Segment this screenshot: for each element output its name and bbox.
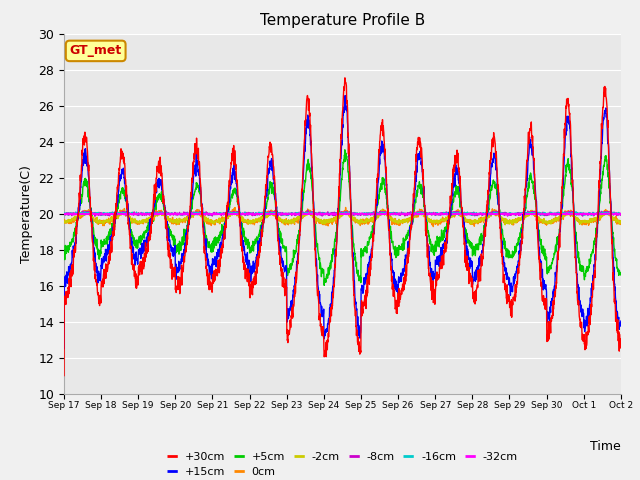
Legend: +30cm, +15cm, +5cm, 0cm, -2cm, -8cm, -16cm, -32cm: +30cm, +15cm, +5cm, 0cm, -2cm, -8cm, -16… [163,447,522,480]
Text: Time: Time [590,441,621,454]
Y-axis label: Temperature(C): Temperature(C) [20,165,33,263]
Title: Temperature Profile B: Temperature Profile B [260,13,425,28]
Text: GT_met: GT_met [70,44,122,58]
